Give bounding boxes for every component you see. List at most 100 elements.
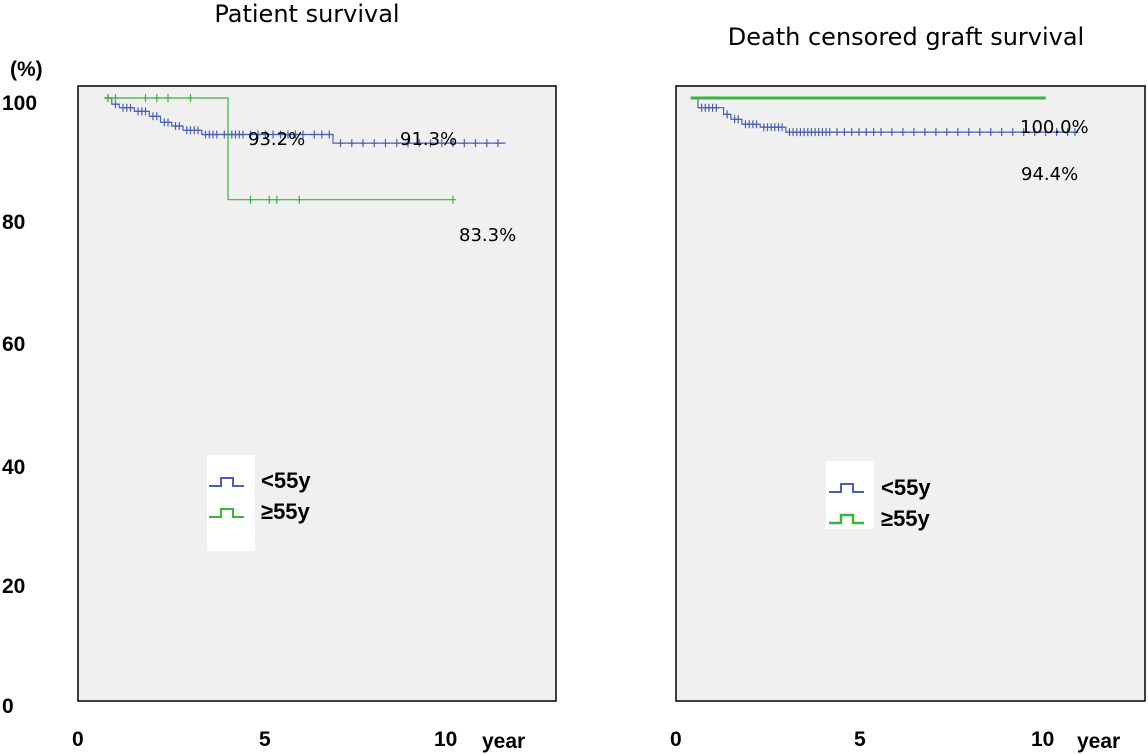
censor-mark [165, 94, 171, 102]
legend-swatch-box [826, 461, 874, 529]
plot-area-right [675, 85, 1146, 702]
censor-mark [1009, 128, 1016, 137]
x-tick-label: 10 [434, 728, 457, 751]
censor-mark [247, 130, 254, 139]
censor-mark [300, 130, 306, 139]
x-axis-label: year [482, 730, 525, 753]
censor-mark [856, 128, 862, 137]
censor-mark [427, 139, 434, 148]
censor-mark [311, 130, 318, 139]
legend-swatch-ge55 [829, 513, 864, 525]
censor-mark [318, 130, 325, 139]
censor-mark [1020, 128, 1027, 137]
x-tick-label: 5 [259, 728, 271, 751]
censor-mark [450, 195, 456, 204]
censor-mark [1031, 128, 1038, 137]
chart-title-left: Patient survival [214, 0, 399, 28]
censor-mark [921, 128, 928, 137]
curves-right [690, 96, 1079, 137]
legend-left: <55y ≥55y [207, 455, 311, 551]
y-axis-label: (%) [10, 58, 43, 81]
censor-mark [998, 128, 1005, 137]
censor-mark [976, 128, 983, 137]
legend-right: <55y ≥55y [826, 461, 931, 531]
legend-swatch-box [207, 455, 255, 551]
censor-mark [954, 128, 961, 137]
censor-mark [105, 94, 111, 102]
censor-mark [127, 103, 134, 112]
censor-mark [438, 139, 445, 148]
censor-mark [724, 110, 731, 119]
censor-mark [142, 94, 149, 102]
censor-mark [1042, 128, 1049, 137]
censor-mark [713, 103, 720, 112]
legend-entry: ≥55y [881, 506, 931, 531]
censor-mark [1053, 128, 1060, 137]
curves-left [104, 94, 506, 204]
censor-mark [255, 130, 261, 139]
censor-mark [461, 139, 468, 148]
censor-mark [826, 128, 833, 137]
censor-mark [337, 139, 344, 148]
x-tick-label: 5 [854, 728, 866, 751]
y-tick-label: 80 [2, 211, 25, 234]
legend-swatch-lt55 [209, 477, 244, 487]
legend-swatch-lt55 [829, 483, 864, 493]
censor-mark [360, 139, 366, 148]
censor-mark [888, 128, 895, 137]
censor-mark [943, 128, 950, 137]
censor-mark [735, 115, 742, 124]
y-tick-label: 40 [2, 456, 25, 479]
censor-mark [834, 128, 840, 137]
censor-mark [266, 195, 273, 204]
y-tick-label: 100 [2, 92, 37, 115]
data-label: 100.0% [1020, 117, 1089, 138]
censor-mark [247, 195, 254, 204]
data-label: 93.2% [248, 129, 305, 150]
censor-mark [932, 128, 939, 137]
censor-mark [176, 122, 183, 130]
x-tick-label: 0 [72, 728, 84, 751]
legend-entry: <55y [261, 468, 311, 493]
plot-area-left [77, 85, 557, 702]
censor-mark [112, 94, 119, 102]
censor-mark [1064, 128, 1071, 137]
censor-mark [987, 128, 994, 137]
censor-mark [262, 130, 269, 139]
censor-mark [393, 139, 400, 148]
censor-mark [292, 130, 299, 139]
censor-mark [753, 120, 760, 129]
censor-mark [1071, 128, 1078, 137]
censor-mark [870, 128, 877, 137]
y-tick-label: 20 [2, 575, 25, 598]
legend-swatch-ge55 [209, 508, 244, 518]
censor-mark [779, 123, 786, 132]
censor-mark [910, 128, 917, 137]
censor-mark [285, 130, 291, 139]
censor-mark [153, 112, 160, 121]
x-tick-label: 0 [670, 728, 682, 751]
x-axis-label: year [1077, 730, 1120, 753]
data-label: 94.4% [1021, 164, 1078, 185]
censor-mark [165, 118, 171, 127]
censor-mark [273, 195, 280, 204]
censor-mark [240, 130, 246, 139]
censor-mark [899, 128, 906, 137]
censor-mark [495, 139, 501, 148]
censor-mark [348, 139, 355, 148]
censor-mark [213, 130, 220, 139]
series-line [104, 97, 506, 144]
censor-mark [296, 195, 303, 204]
censor-mark [450, 139, 456, 148]
censor-mark [326, 130, 333, 139]
censor-mark [405, 139, 411, 148]
censor-mark [187, 94, 194, 102]
censor-mark [416, 139, 423, 148]
censor-mark [382, 139, 389, 148]
censor-mark [848, 128, 855, 137]
censor-mark [483, 139, 490, 148]
censor-mark [371, 139, 378, 148]
censor-mark [277, 130, 284, 139]
legend-entry: ≥55y [261, 499, 311, 524]
